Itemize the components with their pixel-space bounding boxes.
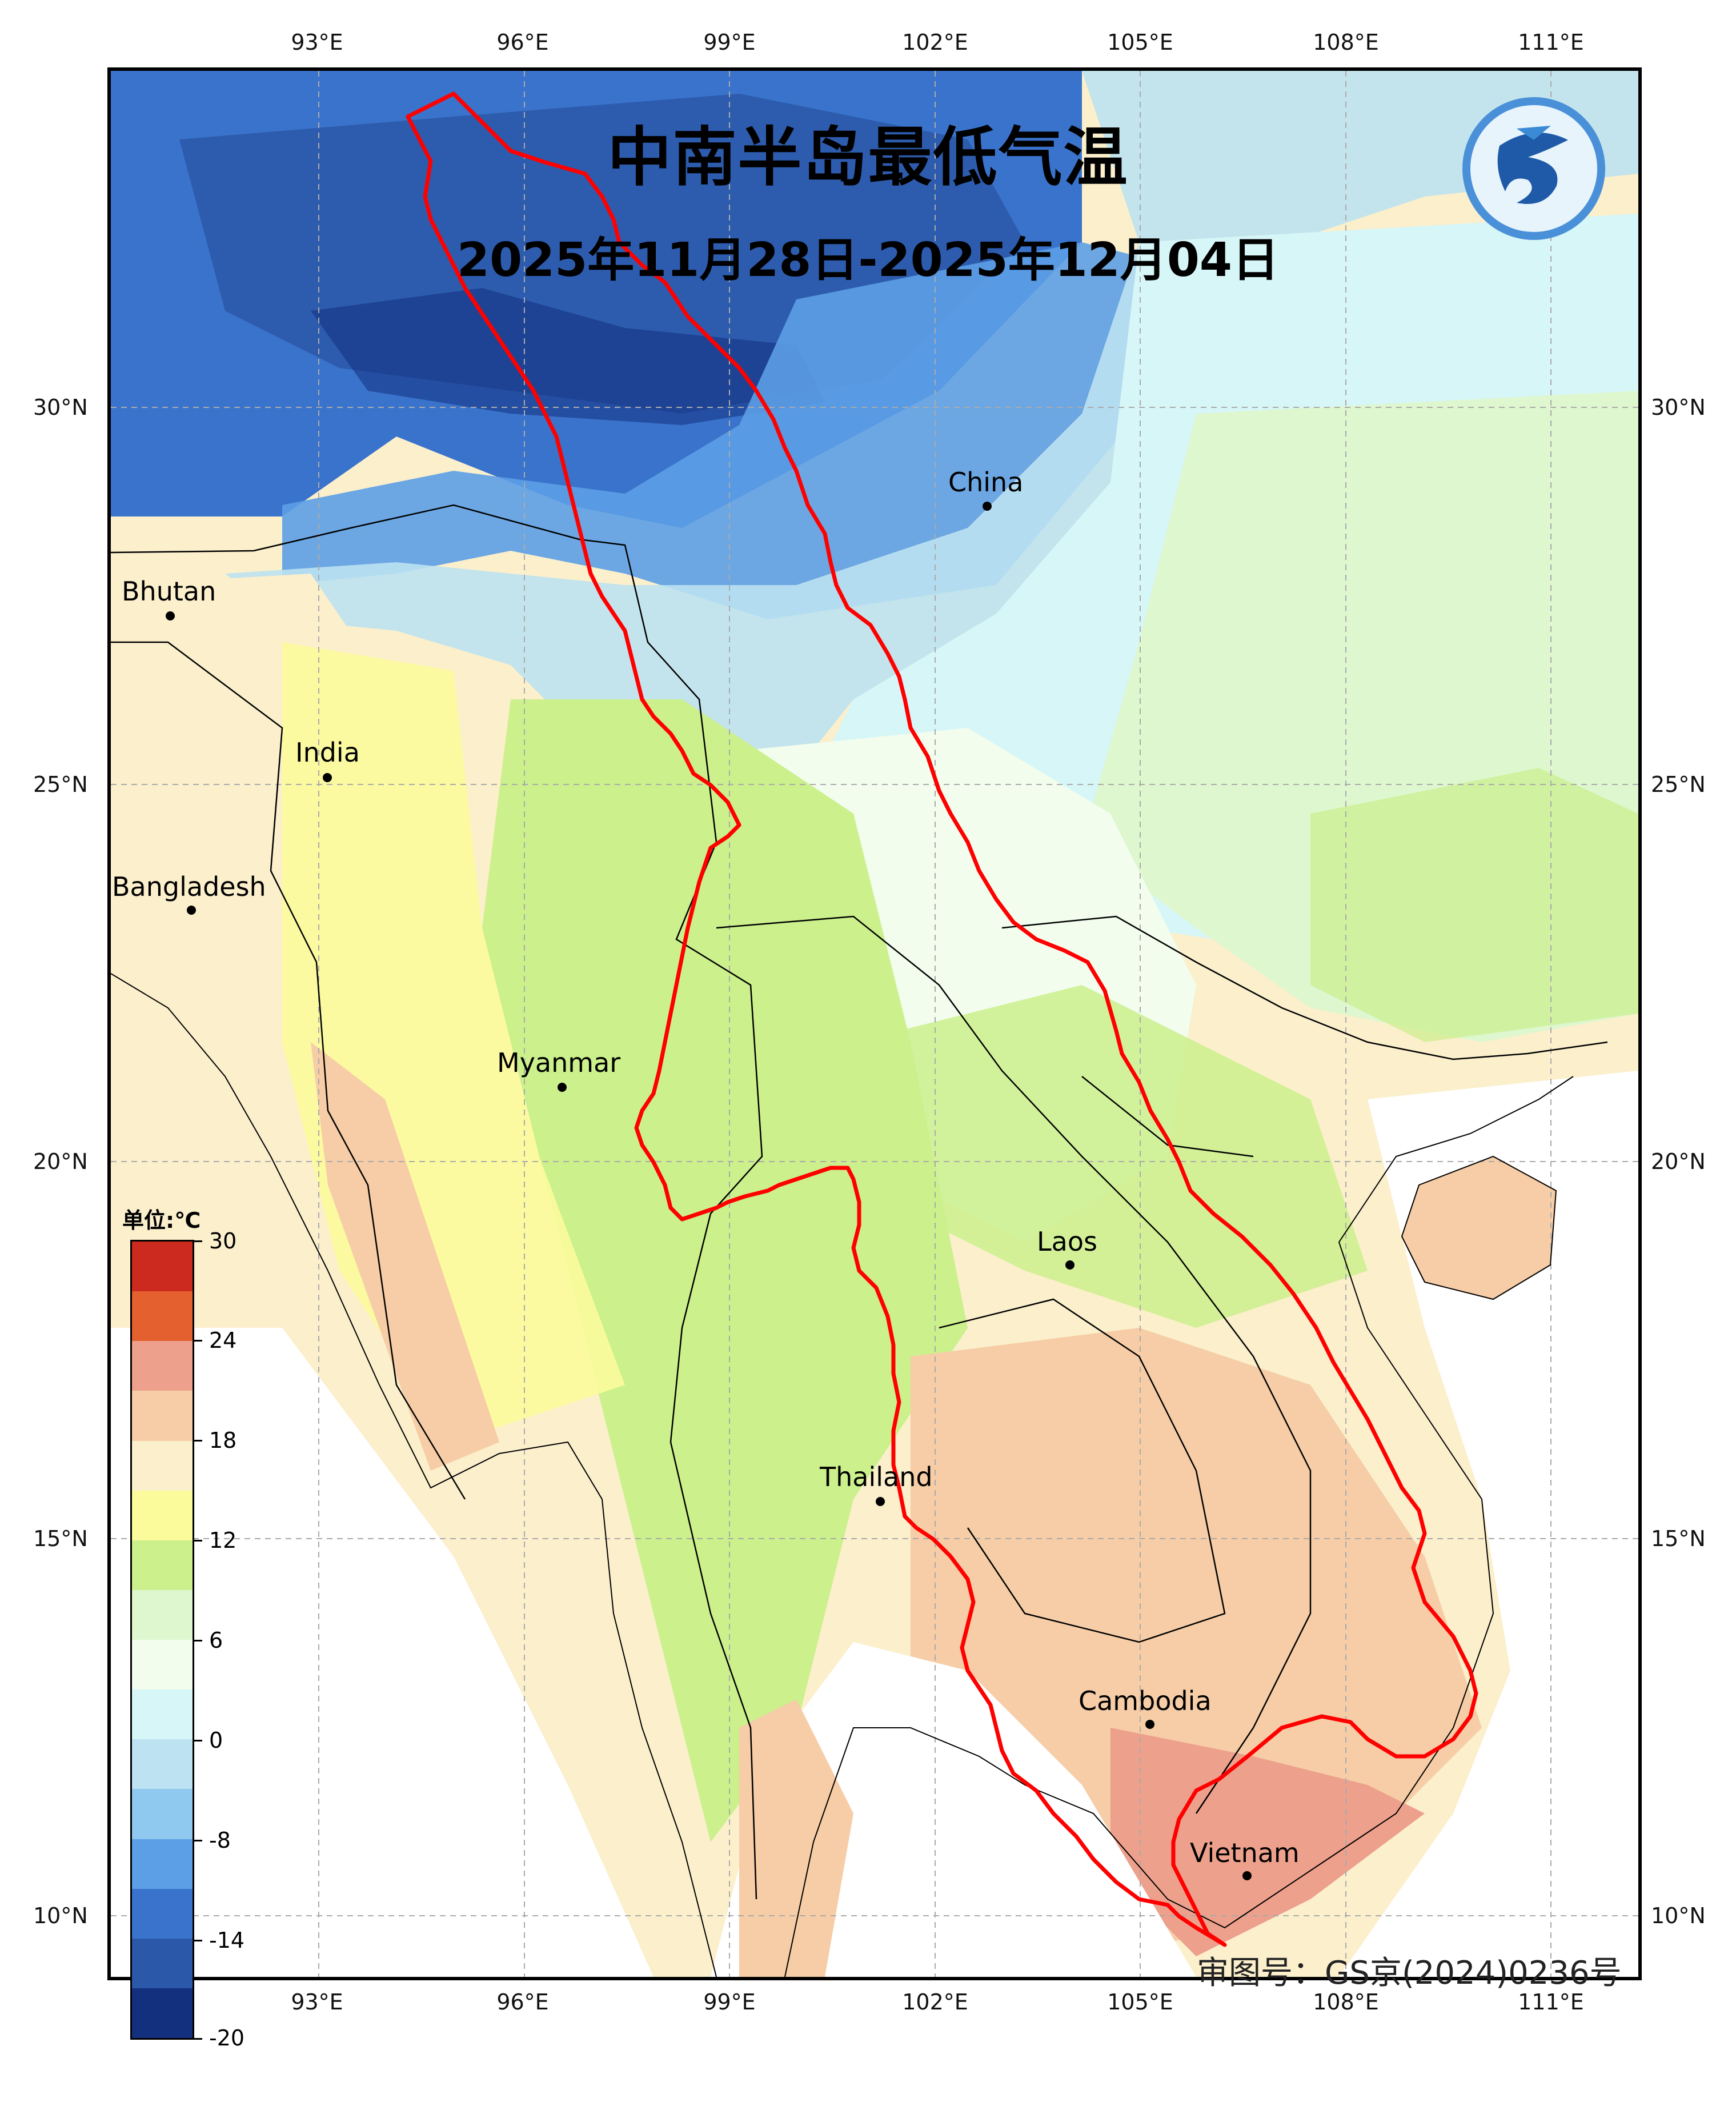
place-marker-myanmar [558, 1083, 567, 1092]
graticule [111, 71, 1638, 1977]
lon-tick-bottom: 96°E [496, 1989, 549, 2015]
place-label-bangladesh: Bangladesh [112, 871, 266, 902]
legend-tick [194, 1540, 202, 1542]
colorbar-segment [132, 1789, 193, 1839]
legend-label: -14 [209, 1928, 245, 1953]
map-frame[interactable] [107, 67, 1642, 1980]
lon-tick-top: 105°E [1107, 30, 1173, 55]
colorbar-segment [132, 1540, 193, 1590]
legend-label: -20 [209, 2025, 245, 2051]
place-label-cambodia: Cambodia [1079, 1685, 1212, 1716]
field-coast-myanmar [311, 1042, 499, 1471]
lon-tick-bottom: 105°E [1107, 1989, 1173, 2015]
legend-label: 12 [209, 1528, 237, 1553]
legend-tick [194, 1240, 202, 1242]
approval-number: 审图号：GS京(2024)0236号 [1197, 1955, 1622, 1992]
lon-tick-bottom: 102°E [902, 1989, 968, 2015]
colorbar-segment [132, 1839, 193, 1889]
field-green-east [1310, 768, 1638, 1042]
field-green-west [482, 699, 968, 1842]
place-marker-cambodia [1145, 1720, 1154, 1729]
lon-tick-bottom: 108°E [1313, 1989, 1379, 2015]
place-marker-china [983, 502, 992, 511]
place-marker-laos [1065, 1260, 1075, 1270]
lon-tick-top: 99°E [703, 30, 756, 55]
legend-tick [194, 1440, 202, 1442]
colorbar-segment [132, 1739, 193, 1789]
mekong-basin-outline [406, 91, 1478, 1947]
legend-label: 6 [209, 1628, 223, 1653]
lat-tick-left: 25°N [33, 772, 88, 797]
place-marker-thailand [876, 1497, 885, 1506]
legend-label: 30 [209, 1228, 237, 1254]
colorbar-segment [132, 1391, 193, 1441]
legend-label: 0 [209, 1728, 223, 1753]
colorbar-segment [132, 1988, 193, 2038]
colorbar-segment [132, 1938, 193, 1988]
field-cold-light [225, 71, 1638, 842]
place-marker-bangladesh [187, 906, 196, 915]
lon-tick-bottom: 93°E [291, 1989, 343, 2015]
lat-tick-right: 25°N [1651, 772, 1706, 797]
logo-icon [1462, 97, 1605, 240]
colorbar-segment [132, 1291, 193, 1342]
place-label-laos: Laos [1037, 1226, 1097, 1257]
field-hainan [1402, 1156, 1556, 1299]
temperature-map[interactable] [111, 71, 1638, 1977]
colorbar-segment [132, 1640, 193, 1690]
legend-label: -8 [209, 1828, 231, 1853]
lon-tick-bottom: 111°E [1518, 1989, 1584, 2015]
lat-tick-right: 10°N [1651, 1903, 1706, 1928]
legend-tick [194, 2038, 202, 2040]
place-label-india: India [295, 737, 360, 768]
place-label-china: China [948, 467, 1024, 498]
lat-tick-left: 10°N [33, 1903, 88, 1928]
colorbar [130, 1240, 194, 2040]
place-label-myanmar: Myanmar [497, 1047, 621, 1078]
lon-tick-top: 102°E [902, 30, 968, 55]
place-label-thailand: Thailand [820, 1462, 933, 1492]
lat-tick-right: 30°N [1651, 395, 1706, 420]
place-label-bhutan: Bhutan [122, 576, 217, 607]
colorbar-segment [132, 1589, 193, 1640]
lon-tick-top: 108°E [1313, 30, 1379, 55]
legend-tick [194, 1340, 202, 1342]
lat-tick-left: 20°N [33, 1149, 88, 1174]
lon-tick-top: 96°E [496, 30, 549, 55]
field-sea-east [1339, 1071, 1638, 1977]
colorbar-segment [132, 1242, 193, 1292]
lat-tick-right: 15°N [1651, 1526, 1706, 1551]
field-peninsula-south [739, 1699, 853, 1977]
legend-label: 18 [209, 1428, 237, 1453]
place-marker-vietnam [1242, 1871, 1252, 1880]
legend-unit: 单位:℃ [122, 1208, 201, 1233]
legend-tick [194, 1740, 202, 1741]
field-cold-mid [282, 242, 1196, 619]
place-marker-bhutan [166, 611, 175, 620]
colorbar-segment [132, 1341, 193, 1391]
lat-tick-left: 15°N [33, 1526, 88, 1551]
legend-label: 24 [209, 1328, 237, 1353]
colorbar-segment [132, 1490, 193, 1540]
lat-tick-right: 20°N [1651, 1149, 1706, 1174]
field-sea-west [111, 1328, 653, 1977]
coastlines [111, 973, 1574, 1977]
map-title: 中南半岛最低气温 [607, 121, 1129, 195]
field-green-laos [853, 985, 1368, 1328]
lon-tick-top: 111°E [1518, 30, 1584, 55]
colorbar-segment [132, 1440, 193, 1491]
field-cold-core [311, 288, 825, 425]
place-marker-india [323, 773, 332, 782]
legend-tick [194, 1840, 202, 1841]
colorbar-segment [132, 1888, 193, 1939]
place-label-vietnam: Vietnam [1190, 1837, 1300, 1868]
legend-tick [194, 1640, 202, 1641]
legend-tick [194, 1940, 202, 1941]
map-subtitle: 2025年11月28日-2025年12月04日 [457, 233, 1279, 287]
lon-tick-bottom: 99°E [703, 1989, 756, 2015]
lon-tick-top: 93°E [291, 30, 343, 55]
lat-tick-left: 30°N [33, 395, 88, 420]
colorbar-segment [132, 1689, 193, 1740]
